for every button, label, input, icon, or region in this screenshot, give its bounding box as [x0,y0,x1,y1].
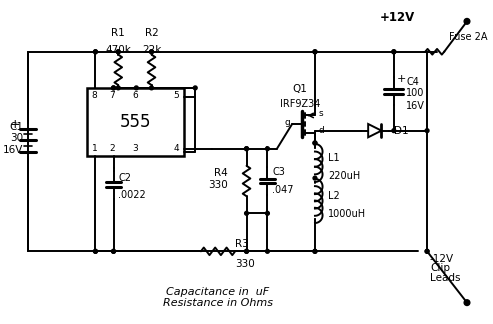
Circle shape [94,249,97,253]
Circle shape [425,249,429,253]
Text: Clip: Clip [430,263,450,273]
Text: R2: R2 [144,29,158,39]
Text: 4: 4 [174,145,179,154]
Text: 3: 3 [133,145,138,154]
Circle shape [149,50,153,54]
Circle shape [313,249,317,253]
Text: L2: L2 [328,191,340,201]
Text: 1000uH: 1000uH [328,209,366,219]
Circle shape [464,300,470,306]
Text: 1: 1 [92,145,98,154]
Circle shape [111,86,115,90]
Circle shape [266,212,269,215]
Text: +12V: +12V [380,11,415,24]
Text: 220uH: 220uH [328,170,360,180]
Text: 6: 6 [133,91,138,100]
Circle shape [392,129,396,133]
Text: 8: 8 [92,91,98,100]
Text: g: g [284,118,290,127]
Text: R3: R3 [235,239,249,249]
Text: C1
30
16V: C1 30 16V [3,122,23,155]
Text: 22k: 22k [142,45,161,55]
Text: Resistance in Ohms: Resistance in Ohms [163,298,273,307]
Circle shape [392,50,396,54]
Circle shape [116,50,120,54]
Text: Q1: Q1 [292,84,307,94]
Text: d: d [319,126,324,135]
Circle shape [149,50,153,54]
Circle shape [313,176,317,180]
Circle shape [313,141,317,145]
Circle shape [111,249,115,253]
Text: 470k: 470k [106,45,131,55]
Text: IRF9Z34: IRF9Z34 [280,99,320,109]
Circle shape [111,86,115,90]
Circle shape [149,86,153,90]
Text: 100: 100 [406,88,424,98]
Circle shape [94,249,97,253]
Text: .047: .047 [272,185,294,195]
Text: 7: 7 [110,91,115,100]
Circle shape [245,212,248,215]
Text: .0022: .0022 [118,190,146,200]
Circle shape [425,249,429,253]
Text: 555: 555 [120,113,151,131]
Circle shape [266,249,269,253]
Circle shape [245,249,248,253]
Text: C4: C4 [406,77,419,87]
Text: 330: 330 [208,180,228,190]
Circle shape [135,86,138,90]
Text: Fuse 2A: Fuse 2A [449,31,488,41]
Text: R1: R1 [111,29,125,39]
Circle shape [425,129,429,133]
Bar [87,88,184,156]
Text: D1: D1 [394,126,408,136]
Circle shape [245,147,248,151]
Circle shape [193,86,197,90]
Circle shape [94,50,97,54]
Circle shape [111,249,115,253]
Circle shape [245,249,248,253]
Circle shape [313,50,317,54]
Text: 5: 5 [174,91,179,100]
Text: R4: R4 [214,168,228,179]
Circle shape [464,18,470,24]
Circle shape [116,86,120,90]
Text: 2: 2 [110,145,115,154]
Circle shape [94,50,97,54]
Text: L1: L1 [328,153,340,163]
Text: -12V: -12V [430,254,454,264]
Circle shape [313,249,317,253]
Circle shape [266,147,269,151]
Text: 330: 330 [235,259,255,269]
Text: Capacitance in  uF: Capacitance in uF [167,287,270,297]
Text: Leads: Leads [430,273,460,283]
Text: 16V: 16V [406,101,425,111]
Circle shape [313,141,317,145]
Circle shape [392,50,396,54]
Text: +: + [9,119,20,132]
Circle shape [313,50,317,54]
Text: C2: C2 [118,173,131,183]
Text: +: + [397,74,406,84]
Circle shape [116,50,120,54]
Circle shape [245,147,248,151]
Text: C3: C3 [272,167,285,177]
Text: s: s [319,109,323,118]
